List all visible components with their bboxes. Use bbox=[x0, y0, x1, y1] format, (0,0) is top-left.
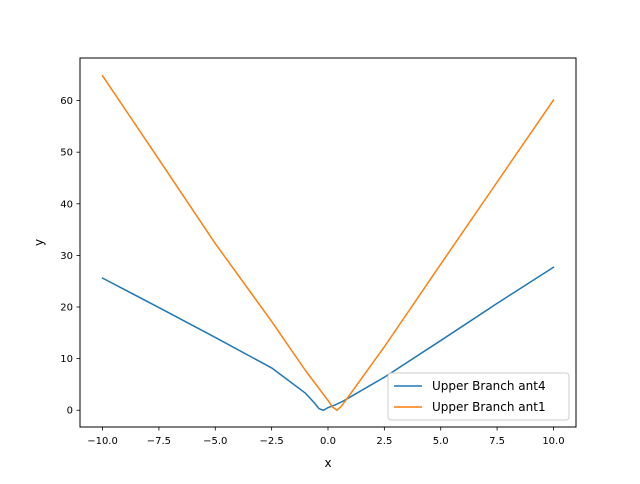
series-line-2 bbox=[101, 74, 555, 411]
x-tick-label: −2.5 bbox=[259, 436, 283, 447]
y-axis-ticks: 0 10 20 30 40 50 60 bbox=[60, 96, 80, 417]
y-tick-label: 20 bbox=[60, 303, 73, 314]
x-tick-label: 2.5 bbox=[376, 436, 392, 447]
legend: Upper Branch ant4 Upper Branch ant1 bbox=[387, 372, 570, 421]
y-tick-label: 30 bbox=[60, 251, 73, 262]
y-axis-label: y bbox=[32, 239, 46, 246]
series-layer bbox=[101, 74, 555, 411]
x-tick-label: −7.5 bbox=[147, 436, 171, 447]
y-tick-label: 10 bbox=[60, 354, 73, 365]
y-tick-label: 50 bbox=[60, 148, 73, 159]
x-tick-label: 7.5 bbox=[489, 436, 505, 447]
x-tick-label: 10.0 bbox=[542, 436, 564, 447]
x-tick-label: −10.0 bbox=[87, 436, 118, 447]
x-tick-label: 0.0 bbox=[320, 436, 336, 447]
x-axis-label: x bbox=[324, 456, 331, 470]
legend-box bbox=[387, 372, 570, 421]
y-tick-label: 60 bbox=[60, 96, 73, 107]
series-line-1 bbox=[101, 266, 555, 411]
x-tick-label: 5.0 bbox=[433, 436, 449, 447]
x-tick-label: −5.0 bbox=[203, 436, 227, 447]
legend-entries: Upper Branch ant4 Upper Branch ant1 bbox=[394, 379, 546, 414]
legend-label: Upper Branch ant4 bbox=[432, 379, 546, 393]
y-tick-label: 40 bbox=[60, 199, 73, 210]
legend-label: Upper Branch ant1 bbox=[432, 400, 546, 414]
x-axis-ticks: −10.0 −7.5 −5.0 −2.5 0.0 2.5 5.0 7.5 10.0 bbox=[87, 427, 565, 447]
y-tick-label: 0 bbox=[67, 406, 73, 417]
